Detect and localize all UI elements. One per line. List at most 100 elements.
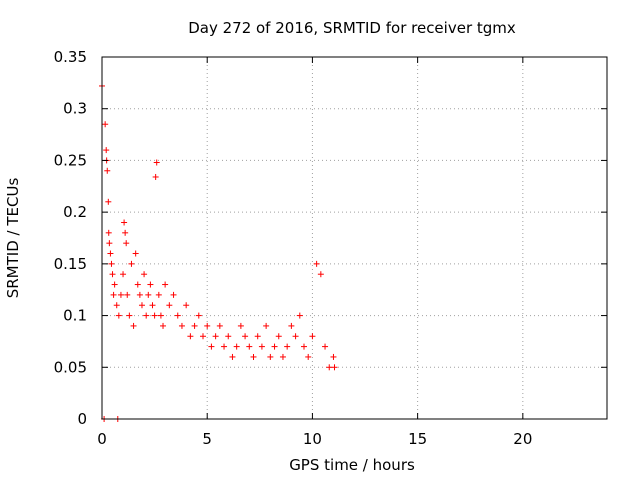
data-point: [229, 353, 236, 360]
data-point: [225, 333, 232, 340]
y-tick-label: 0.05: [54, 358, 87, 376]
data-point: [275, 333, 282, 340]
data-point: [107, 250, 114, 257]
y-tick-label: 0.25: [54, 151, 87, 169]
y-tick-label: 0.15: [54, 255, 87, 273]
data-point: [138, 302, 145, 309]
data-point: [160, 322, 167, 329]
data-point: [212, 333, 219, 340]
data-point: [305, 353, 312, 360]
x-tick-label: 15: [408, 430, 427, 448]
x-tick-label: 10: [303, 430, 322, 448]
x-tick-label: 0: [97, 430, 107, 448]
data-point: [123, 240, 130, 247]
data-point: [122, 229, 129, 236]
y-tick-label: 0.2: [63, 203, 87, 221]
data-point: [204, 322, 211, 329]
data-point: [296, 312, 303, 319]
data-point: [151, 312, 158, 319]
data-point: [152, 173, 159, 180]
data-point: [147, 281, 154, 288]
data-point: [191, 322, 198, 329]
data-point: [267, 353, 274, 360]
data-point: [110, 291, 117, 298]
data-point: [149, 302, 156, 309]
data-point: [195, 312, 202, 319]
data-point: [292, 333, 299, 340]
data-point: [130, 322, 137, 329]
data-point: [246, 343, 253, 350]
data-point: [271, 343, 278, 350]
data-point: [313, 260, 320, 267]
data-point: [105, 198, 112, 205]
data-point: [126, 312, 133, 319]
data-point: [200, 333, 206, 340]
data-point: [208, 343, 215, 350]
data-point: [157, 312, 164, 319]
data-point: [102, 121, 109, 128]
axis-ticks: 0 0.05 0.1 0.15 0.2 0.25 0.3 0.35 0 5 10 15 20: [54, 48, 607, 448]
data-point: [136, 291, 143, 298]
data-point: [113, 302, 120, 309]
data-point: [166, 302, 173, 309]
data-point: [242, 333, 249, 340]
data-point: [288, 322, 295, 329]
y-tick-label: 0: [77, 410, 87, 428]
x-axis-label: GPS time / hours: [289, 456, 415, 474]
data-point: [322, 343, 329, 350]
data-point: [279, 353, 286, 360]
data-point: [254, 333, 261, 340]
data-point: [178, 322, 185, 329]
data-point: [153, 159, 160, 166]
data-point: [233, 343, 240, 350]
data-point: [237, 322, 244, 329]
data-point: [250, 353, 257, 360]
data-point: [134, 281, 141, 288]
data-point: [109, 271, 116, 278]
data-point: [143, 312, 150, 319]
data-point: [103, 147, 110, 154]
data-point: [117, 291, 124, 298]
data-point: [174, 312, 181, 319]
data-point: [155, 291, 162, 298]
data-point: [331, 364, 338, 371]
data-point: [106, 240, 113, 247]
data-point: [115, 312, 122, 319]
gridlines: [102, 57, 607, 419]
y-tick-label: 0.1: [63, 307, 87, 325]
data-point: [301, 343, 307, 350]
data-point: [330, 353, 337, 360]
data-point: [124, 291, 131, 298]
data-points: [99, 82, 338, 422]
x-tick-label: 5: [202, 430, 212, 448]
data-point: [145, 291, 152, 298]
data-point: [105, 229, 112, 236]
y-tick-label: 0.3: [63, 100, 87, 118]
data-point: [162, 281, 169, 288]
data-point: [141, 271, 148, 278]
data-point: [317, 271, 324, 278]
data-point: [263, 322, 270, 329]
data-point: [132, 250, 139, 257]
data-point: [111, 281, 118, 288]
data-point: [108, 260, 115, 267]
x-tick-label: 20: [513, 430, 532, 448]
data-point: [284, 343, 291, 350]
chart-title: Day 272 of 2016, SRMTID for receiver tgm…: [188, 19, 516, 37]
data-point: [104, 167, 111, 174]
data-point: [170, 291, 177, 298]
data-point: [309, 333, 316, 340]
data-point: [221, 343, 228, 350]
y-axis-label: SRMTID / TECUs: [4, 178, 22, 299]
data-point: [326, 364, 333, 371]
data-point: [216, 322, 223, 329]
data-point: [120, 271, 127, 278]
plot-frame: [101, 56, 608, 420]
data-point: [187, 333, 194, 340]
data-point: [183, 302, 190, 309]
data-point: [258, 343, 265, 350]
data-point: [128, 260, 135, 267]
data-point: [121, 219, 128, 226]
y-tick-label: 0.35: [54, 48, 87, 66]
